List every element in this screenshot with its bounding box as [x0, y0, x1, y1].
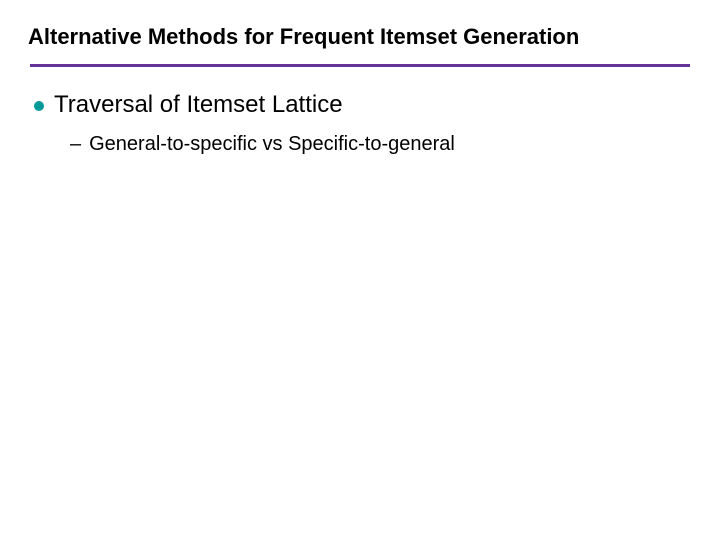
circle-bullet-icon [34, 101, 44, 111]
bullet-level-1: Traversal of Itemset Lattice [0, 67, 720, 119]
bullet-level-2-text: General-to-specific vs Specific-to-gener… [89, 133, 455, 156]
bullet-level-2: – General-to-specific vs Specific-to-gen… [0, 119, 720, 156]
bullet-level-1-text: Traversal of Itemset Lattice [54, 91, 343, 119]
dash-bullet-icon: – [70, 133, 81, 156]
slide-container: Alternative Methods for Frequent Itemset… [0, 0, 720, 540]
slide-title: Alternative Methods for Frequent Itemset… [0, 24, 720, 64]
